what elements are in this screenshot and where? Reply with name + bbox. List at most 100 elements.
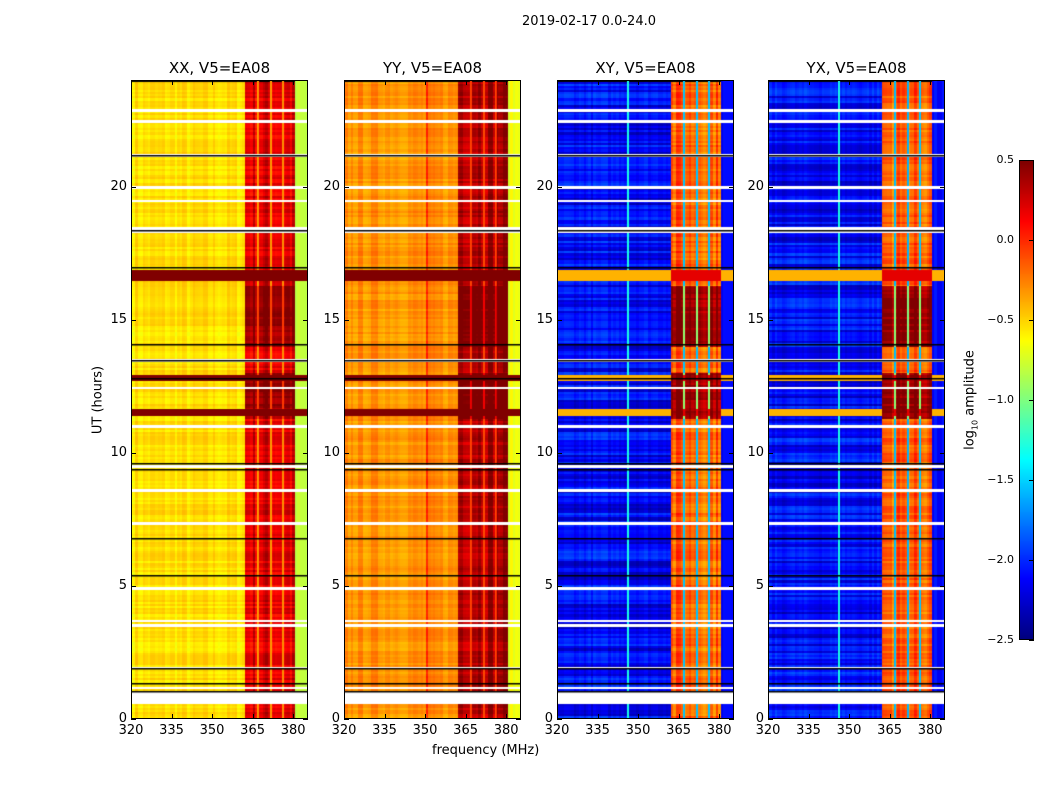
x-tick-mark <box>597 714 599 719</box>
heatmap-image <box>345 81 520 718</box>
x-tick-label: 320 <box>118 723 144 738</box>
x-tick-mark <box>293 80 295 85</box>
y-tick-mark <box>940 186 945 188</box>
x-tick-mark <box>889 714 891 719</box>
figure-title: 2019-02-17 0.0-24.0 <box>522 14 656 29</box>
y-tick-mark <box>516 319 521 321</box>
heatmap-image <box>558 81 733 718</box>
y-tick-mark <box>557 719 562 720</box>
y-tick-label: 10 <box>110 444 127 460</box>
x-tick-mark <box>678 714 680 719</box>
x-tick-label: 365 <box>877 723 902 738</box>
x-tick-label: 335 <box>796 723 821 738</box>
y-tick-mark <box>131 719 136 720</box>
y-tick-label: 0 <box>544 711 553 726</box>
x-tick-mark <box>930 714 932 719</box>
y-tick-mark <box>768 719 773 720</box>
colorbar-tick-label: 0.5 <box>996 153 1015 166</box>
colorbar-tick-mark <box>1029 560 1034 561</box>
x-tick-mark <box>465 80 467 85</box>
heatmap-image <box>132 81 307 718</box>
y-tick-mark <box>131 452 136 454</box>
x-tick-label: 320 <box>755 723 781 738</box>
x-tick-label: 380 <box>706 723 732 738</box>
x-tick-label: 380 <box>493 723 519 738</box>
colorbar-tick-label: −1.5 <box>987 473 1014 486</box>
colorbar-tick-label: −1.0 <box>987 393 1014 406</box>
x-tick-mark <box>597 80 599 85</box>
y-tick-mark <box>940 719 945 720</box>
y-tick-mark <box>557 319 562 321</box>
y-tick-mark <box>516 585 521 587</box>
x-tick-mark <box>930 80 932 85</box>
x-tick-mark <box>252 80 254 85</box>
x-tick-mark <box>557 714 558 719</box>
colorbar-tick-mark <box>1029 240 1034 241</box>
y-tick-label: 10 <box>536 444 553 460</box>
y-tick-mark <box>557 452 562 454</box>
heatmap-image <box>769 81 944 718</box>
y-tick-mark <box>344 719 349 720</box>
y-tick-mark <box>303 719 308 720</box>
y-tick-label: 5 <box>118 577 127 593</box>
x-tick-mark <box>465 714 467 719</box>
panel-title: XX, V5=EA08 <box>168 59 271 77</box>
x-tick-label: 320 <box>544 723 570 738</box>
x-tick-mark <box>344 80 345 85</box>
y-tick-mark <box>729 186 734 188</box>
y-tick-label: 10 <box>747 444 764 460</box>
colorbar-tick-mark <box>1029 160 1034 161</box>
x-tick-mark <box>849 714 851 719</box>
x-tick-mark <box>212 714 214 719</box>
y-tick-mark <box>131 585 136 587</box>
x-tick-mark <box>768 714 769 719</box>
x-tick-label: 335 <box>585 723 610 738</box>
x-tick-mark <box>506 714 508 719</box>
y-tick-label: 20 <box>110 178 127 194</box>
x-tick-mark <box>131 714 132 719</box>
x-tick-mark <box>344 714 345 719</box>
y-tick-mark <box>557 585 562 587</box>
heatmap-panel <box>131 80 308 719</box>
x-tick-mark <box>808 80 810 85</box>
y-tick-mark <box>940 452 945 454</box>
x-tick-mark <box>678 80 680 85</box>
x-tick-mark <box>506 80 508 85</box>
y-tick-mark <box>940 319 945 321</box>
x-tick-mark <box>212 80 214 85</box>
x-tick-mark <box>638 80 640 85</box>
y-tick-mark <box>516 719 521 720</box>
panel-title: XY, V5=EA08 <box>595 59 696 77</box>
y-tick-mark <box>768 186 773 188</box>
panel-title: YX, V5=EA08 <box>806 59 907 77</box>
y-tick-label: 20 <box>323 178 340 194</box>
x-tick-label: 380 <box>917 723 943 738</box>
colorbar-tick-label: 0.0 <box>996 233 1015 246</box>
colorbar-tick-mark <box>1029 320 1034 321</box>
y-tick-label: 15 <box>536 311 553 327</box>
x-axis-label: frequency (MHz) <box>432 743 540 758</box>
x-tick-label: 335 <box>159 723 184 738</box>
y-tick-mark <box>303 452 308 454</box>
x-tick-mark <box>808 714 810 719</box>
x-tick-label: 320 <box>331 723 357 738</box>
y-tick-label: 0 <box>755 711 764 726</box>
y-tick-label: 0 <box>118 711 127 726</box>
x-tick-mark <box>638 714 640 719</box>
x-tick-mark <box>889 80 891 85</box>
y-tick-label: 0 <box>331 711 340 726</box>
y-tick-label: 5 <box>544 577 553 593</box>
x-tick-mark <box>849 80 851 85</box>
y-tick-mark <box>729 452 734 454</box>
y-tick-mark <box>557 186 562 188</box>
x-tick-mark <box>719 80 721 85</box>
heatmap-panel <box>557 80 734 719</box>
y-tick-mark <box>344 319 349 321</box>
y-tick-mark <box>768 452 773 454</box>
y-tick-mark <box>131 186 136 188</box>
y-tick-mark <box>344 186 349 188</box>
x-tick-label: 365 <box>453 723 478 738</box>
x-tick-mark <box>293 714 295 719</box>
x-tick-label: 350 <box>412 723 438 738</box>
y-tick-mark <box>131 319 136 321</box>
